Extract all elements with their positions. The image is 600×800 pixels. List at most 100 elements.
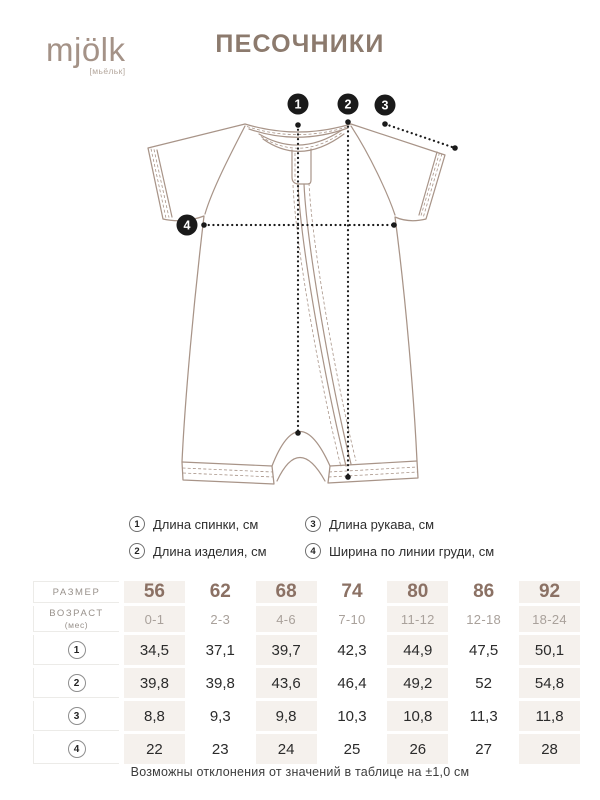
svg-text:1: 1 xyxy=(295,98,302,112)
right-leg-band-line xyxy=(329,460,418,467)
value-cell: 10,3 xyxy=(337,707,367,725)
table-row-measure-3: 3 8,8 9,3 9,8 10,3 10,8 11,3 11,8 xyxy=(33,701,580,731)
measure-row-number: 2 xyxy=(67,674,86,693)
left-cuff-stitch1 xyxy=(150,148,167,219)
value-cell: 43,6 xyxy=(255,668,317,698)
value-cell: 44,9 xyxy=(387,635,449,665)
brand-logo-text: mjölk xyxy=(46,31,126,68)
value-cell: 9,8 xyxy=(255,701,317,731)
measurement-line-2 xyxy=(345,119,351,480)
table-row-measure-1: 1 34,5 37,1 39,7 42,3 44,9 47,5 50,1 xyxy=(33,635,580,665)
left-leg-band-stitch1 xyxy=(182,467,274,473)
marker-4: 4 xyxy=(176,214,198,236)
collar-band-line xyxy=(248,127,349,138)
size-cell: 92 xyxy=(519,581,580,603)
right-leg-band-stitch2 xyxy=(328,471,419,478)
size-cell: 74 xyxy=(341,581,363,602)
value-cell: 28 xyxy=(519,734,580,764)
zipper-line-right xyxy=(303,183,352,465)
legend-label-2: Длина изделия, см xyxy=(153,543,267,559)
value-cell: 50,1 xyxy=(519,635,580,665)
tolerance-note: Возможны отклонения от значений в таблиц… xyxy=(130,765,470,779)
age-row-label: ВОЗРАСТ (мес) xyxy=(33,606,119,632)
collar-stitch xyxy=(246,125,350,135)
measure-row-label: 3 xyxy=(33,701,119,731)
neck-scoop-stitch xyxy=(260,131,344,149)
value-cell: 26 xyxy=(387,734,449,764)
age-cell: 12-18 xyxy=(466,611,502,627)
value-cell: 27 xyxy=(475,740,492,758)
measure-row-number: 4 xyxy=(67,740,86,759)
right-cuff-stitch2 xyxy=(420,152,440,216)
legend-item-2: 2 Длина изделия, см xyxy=(129,543,305,559)
crotch-inner-line xyxy=(276,456,326,482)
measure-row-label: 1 xyxy=(33,635,119,665)
age-row-label-sub: (мес) xyxy=(64,619,89,630)
table-row-ages: ВОЗРАСТ (мес) 0-1 2-3 4-6 7-10 11-12 12-18 18-24 xyxy=(33,606,580,632)
value-cell: 25 xyxy=(343,740,361,758)
age-cell: 18-24 xyxy=(519,606,580,632)
right-armhole-seam xyxy=(350,125,396,216)
zipper-stitch-right xyxy=(308,182,357,462)
value-cell: 11,3 xyxy=(469,707,498,725)
legend-number-3: 3 xyxy=(305,516,321,532)
age-cell: 4-6 xyxy=(255,606,317,632)
value-cell: 39,8 xyxy=(205,674,235,692)
table-row-measure-2: 2 39,8 39,8 43,6 46,4 49,2 52 54,8 xyxy=(33,668,580,698)
svg-text:4: 4 xyxy=(184,219,191,233)
measurement-legend: 1 Длина спинки, см 3 Длина рукава, см 2 … xyxy=(129,516,494,559)
table-row-sizes: РАЗМЕР 56 62 68 74 80 86 92 xyxy=(33,581,580,603)
value-cell: 49,2 xyxy=(387,668,449,698)
value-cell: 11,8 xyxy=(519,701,580,731)
romper-silhouette xyxy=(147,123,446,485)
brand-logo: mjölk [мьёльк] xyxy=(46,33,126,76)
legend-item-3: 3 Длина рукава, см xyxy=(305,516,494,532)
size-table: РАЗМЕР 56 62 68 74 80 86 92 ВОЗРАСТ (мес) 0-1 2-3 4-… xyxy=(28,578,585,767)
value-cell: 39,7 xyxy=(255,635,317,665)
marker-3: 3 xyxy=(374,94,396,116)
legend-number-1: 1 xyxy=(129,516,145,532)
left-cuff-stitch2 xyxy=(153,149,170,218)
value-cell: 46,4 xyxy=(337,674,367,692)
value-cell: 37,1 xyxy=(205,641,235,659)
legend-item-1: 1 Длина спинки, см xyxy=(129,516,305,532)
value-cell: 9,3 xyxy=(209,707,231,725)
value-cell: 8,8 xyxy=(124,701,185,731)
legend-label-1: Длина спинки, см xyxy=(153,516,259,532)
marker-1: 1 xyxy=(287,93,309,115)
right-cuff-line xyxy=(418,151,438,216)
size-table-body: РАЗМЕР 56 62 68 74 80 86 92 ВОЗРАСТ (мес) 0-1 2-3 4-… xyxy=(33,581,580,764)
left-leg-band-line xyxy=(181,461,273,467)
age-cell: 2-3 xyxy=(210,611,231,627)
measure-row-label: 2 xyxy=(33,668,119,698)
age-cell: 7-10 xyxy=(338,611,366,627)
table-row-measure-4: 4 22 23 24 25 26 27 28 xyxy=(33,734,580,764)
age-row-label-text: ВОЗРАСТ xyxy=(49,607,104,619)
value-cell: 54,8 xyxy=(519,668,580,698)
age-cell: 11-12 xyxy=(387,606,449,632)
svg-text:2: 2 xyxy=(345,98,352,112)
size-cell: 62 xyxy=(209,581,231,602)
value-cell: 39,8 xyxy=(124,668,185,698)
left-cuff-line xyxy=(156,149,173,218)
svg-text:3: 3 xyxy=(382,99,389,113)
neck-scoop-line2 xyxy=(262,133,345,152)
marker-2: 2 xyxy=(337,93,359,115)
right-cuff-stitch1 xyxy=(423,153,443,217)
left-leg-band-stitch2 xyxy=(182,472,274,478)
value-cell: 10,8 xyxy=(387,701,449,731)
measurement-line-1 xyxy=(295,122,301,436)
value-cell: 34,5 xyxy=(124,635,185,665)
legend-item-4: 4 Ширина по линии груди, см xyxy=(305,543,494,559)
zipper-line-left xyxy=(297,183,347,467)
legend-number-2: 2 xyxy=(129,543,145,559)
size-cell: 80 xyxy=(387,581,449,603)
value-cell: 23 xyxy=(211,740,229,758)
neck-scoop-line xyxy=(258,129,343,146)
measurement-line-3 xyxy=(382,121,458,151)
garment-diagram: 1 2 3 4 xyxy=(147,93,458,485)
left-armhole-seam xyxy=(204,125,246,215)
legend-label-4: Ширина по линии груди, см xyxy=(329,543,495,559)
right-leg-band-stitch1 xyxy=(328,466,418,473)
